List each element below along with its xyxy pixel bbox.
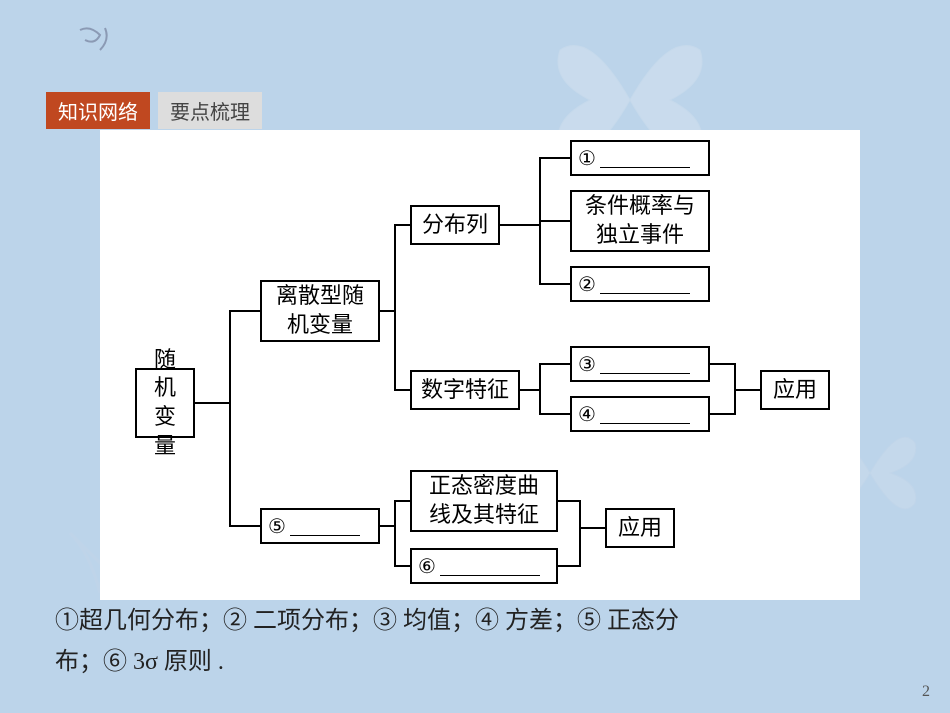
node-blank-5: ⑤ [260,508,380,544]
node-label: 数字特征 [421,376,509,405]
blank-line [600,354,690,374]
answer-line-2: 布；⑥ 3σ 原则 . [55,642,895,683]
blank-line [600,274,690,294]
node-numeric-feature: 数字特征 [410,370,520,410]
node-label: 随机 变量 [145,346,185,460]
node-blank-3: ③ [570,346,710,382]
tab-knowledge-network[interactable]: 知识网络 [46,92,150,129]
blank-line [440,556,540,576]
blank-line [600,404,690,424]
node-label: 正态密度曲 线及其特征 [429,472,539,529]
node-conditional-prob: 条件概率与 独立事件 [570,190,710,252]
answer-text: ①超几何分布；② 二项分布；③ 均值；④ 方差；⑤ 正态分 布；⑥ 3σ 原则 … [55,601,895,683]
node-label: 条件概率与 独立事件 [585,192,695,249]
blank-number: ⑤ [268,514,286,539]
blank-number: ① [578,146,596,171]
node-blank-2: ② [570,266,710,302]
node-normal-curve: 正态密度曲 线及其特征 [410,470,558,532]
tab-bar: 知识网络 要点梳理 [46,92,262,129]
node-label: 应用 [773,376,817,405]
node-application-1: 应用 [760,370,830,410]
node-distribution: 分布列 [410,205,500,245]
calligraphy-decoration [70,20,130,70]
node-blank-4: ④ [570,396,710,432]
node-blank-1: ① [570,140,710,176]
blank-line [600,148,690,168]
node-blank-6: ⑥ [410,548,558,584]
concept-diagram: 随机 变量 离散型随 机变量 ⑤ 分布列 数字特征 正态密度曲 线及其特征 ⑥ … [100,130,860,600]
node-label: 分布列 [422,211,488,240]
page-number: 2 [922,683,930,701]
blank-number: ③ [578,352,596,377]
blank-number: ② [578,272,596,297]
node-label: 离散型随 机变量 [276,282,364,339]
blank-line [290,516,360,536]
node-random-variable: 随机 变量 [135,368,195,438]
node-label: 应用 [618,514,662,543]
blank-number: ⑥ [418,554,436,579]
answer-line-1: ①超几何分布；② 二项分布；③ 均值；④ 方差；⑤ 正态分 [55,601,895,642]
node-application-2: 应用 [605,508,675,548]
tab-key-points[interactable]: 要点梳理 [158,92,262,129]
node-discrete-rv: 离散型随 机变量 [260,280,380,342]
blank-number: ④ [578,402,596,427]
